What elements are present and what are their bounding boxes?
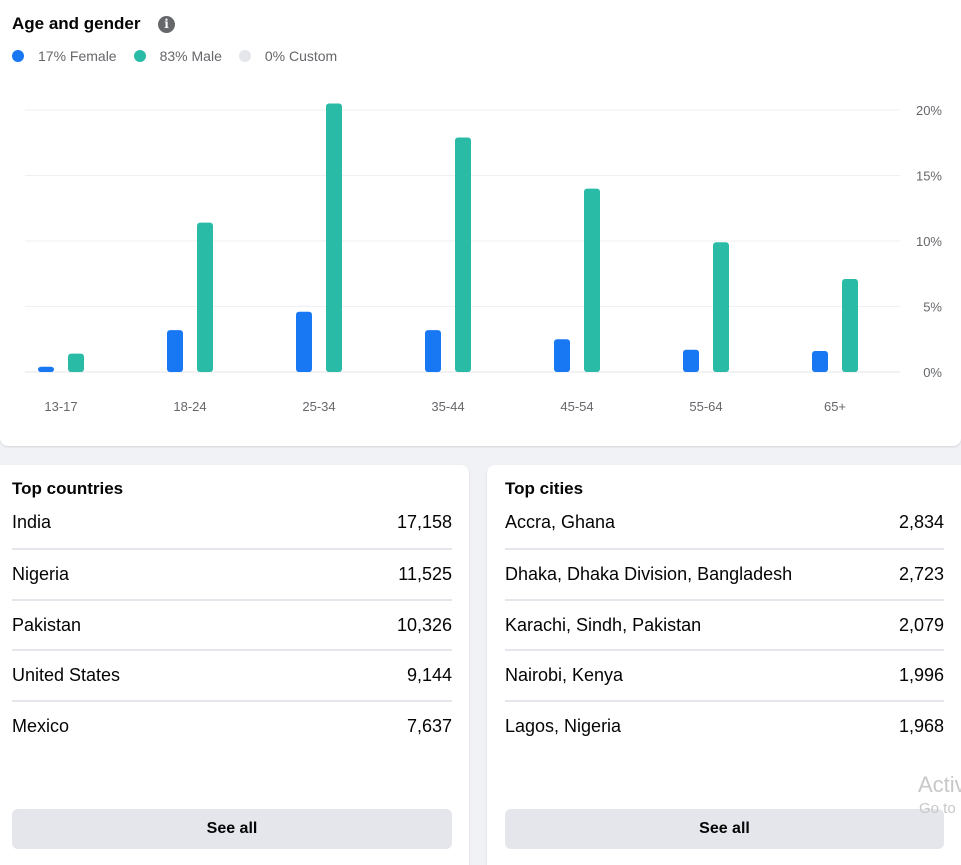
age-gender-bar-chart: 0% 5% 10% 15% 20% 13-17 18-24 25-34 35-44 45-54 55…	[25, 103, 942, 414]
legend-dot-male	[133, 50, 146, 62]
chart-legend: 17% Female 83% Male 0% Custom	[12, 48, 354, 64]
bar-male-65+[interactable]	[842, 278, 858, 372]
country-value: 7,637	[406, 715, 452, 736]
top-cities-card: Top cities Accra, Ghana 2,834 Dhaka, Dhaka…	[487, 465, 961, 865]
city-value: 1,996	[898, 665, 944, 685]
city-name: Karachi, Sindh, Pakistan	[505, 614, 702, 635]
bar-male-55-64[interactable]	[713, 242, 729, 372]
country-value: 10,326	[396, 614, 452, 635]
bar-female-35-44[interactable]	[425, 330, 441, 372]
top-cities-title: Top cities	[505, 479, 584, 498]
top-countries-list: India 17,158 Nigeria 11,525 Pakistan 10,326 Un…	[12, 512, 452, 750]
country-row: Nigeria 11,525	[12, 548, 452, 599]
city-name: Accra, Ghana	[505, 512, 616, 532]
x-tick-label: 45-54	[560, 399, 593, 414]
bar-male-18-24[interactable]	[197, 222, 213, 372]
city-row: Lagos, Nigeria 1,968	[505, 699, 944, 751]
city-row: Karachi, Sindh, Pakistan 2,079	[505, 598, 944, 650]
bar-female-45-54[interactable]	[554, 339, 570, 372]
legend-item-custom: 0% Custom	[238, 48, 338, 64]
country-name: Nigeria	[12, 564, 70, 584]
legend-item-male: 83% Male	[133, 48, 222, 64]
bar-male-25-34[interactable]	[326, 103, 342, 372]
y-tick-label: 10%	[916, 234, 942, 249]
city-row: Dhaka, Dhaka Division, Bangladesh 2,723	[505, 548, 944, 599]
top-countries-title: Top countries	[12, 479, 124, 498]
legend-dot-custom	[238, 50, 251, 62]
country-row: Mexico 7,637	[12, 699, 452, 751]
y-tick-label: 15%	[916, 169, 942, 184]
city-value: 1,968	[898, 715, 944, 736]
bar-female-25-34[interactable]	[296, 311, 312, 372]
bar-female-65+[interactable]	[812, 351, 828, 372]
country-name: Mexico	[12, 715, 70, 736]
country-value: 11,525	[398, 564, 452, 584]
x-tick-label: 35-44	[431, 399, 464, 414]
country-name: India	[12, 512, 52, 532]
activation-watermark-line2: Go to	[919, 800, 956, 817]
x-tick-label: 18-24	[173, 399, 206, 414]
age-gender-card: Age and gender i 17% Female 83% Male 0% …	[0, 0, 961, 446]
city-name: Nairobi, Kenya	[505, 665, 624, 685]
country-row: India 17,158	[12, 512, 452, 548]
activation-watermark-line1: Activ	[918, 772, 961, 797]
country-name: Pakistan	[12, 614, 82, 635]
top-countries-card: Top countries India 17,158 Nigeria 11,525 Pa…	[0, 465, 469, 865]
see-all-countries-button[interactable]: See all	[12, 809, 452, 849]
x-tick-label: 65+	[824, 399, 846, 414]
city-value: 2,834	[898, 512, 944, 532]
x-tick-label: 13-17	[44, 399, 77, 414]
info-icon[interactable]: i	[158, 16, 175, 33]
city-row: Nairobi, Kenya 1,996	[505, 649, 944, 700]
legend-dot-female	[12, 50, 24, 62]
see-all-cities-button[interactable]: See all	[505, 809, 944, 849]
bar-male-13-17[interactable]	[68, 353, 84, 372]
bar-female-55-64[interactable]	[683, 349, 699, 372]
legend-label-female: 17% Female	[38, 48, 117, 64]
country-name: United States	[12, 665, 121, 685]
x-tick-label: 55-64	[689, 399, 722, 414]
y-tick-label: 0%	[923, 365, 942, 380]
age-gender-title: Age and gender	[12, 14, 141, 33]
legend-label-custom: 0% Custom	[264, 48, 338, 64]
legend-item-female: 17% Female	[12, 48, 117, 64]
country-value: 17,158	[396, 512, 452, 532]
bar-male-35-44[interactable]	[455, 137, 471, 372]
y-tick-label: 20%	[916, 103, 942, 118]
bar-female-13-17[interactable]	[38, 366, 54, 372]
country-row: United States 9,144	[12, 649, 452, 700]
city-row: Accra, Ghana 2,834	[505, 512, 944, 548]
city-name: Lagos, Nigeria	[505, 715, 622, 736]
country-row: Pakistan 10,326	[12, 598, 452, 650]
legend-label-male: 83% Male	[159, 48, 222, 64]
bar-male-45-54[interactable]	[584, 188, 600, 372]
city-value: 2,723	[898, 564, 944, 584]
top-cities-list: Accra, Ghana 2,834 Dhaka, Dhaka Division, …	[505, 512, 944, 750]
bar-female-18-24[interactable]	[167, 330, 183, 372]
city-value: 2,079	[898, 614, 944, 635]
country-value: 9,144	[406, 665, 452, 685]
city-name: Dhaka, Dhaka Division, Bangladesh	[505, 564, 793, 584]
y-tick-label: 5%	[923, 300, 942, 315]
x-tick-label: 25-34	[302, 399, 335, 414]
